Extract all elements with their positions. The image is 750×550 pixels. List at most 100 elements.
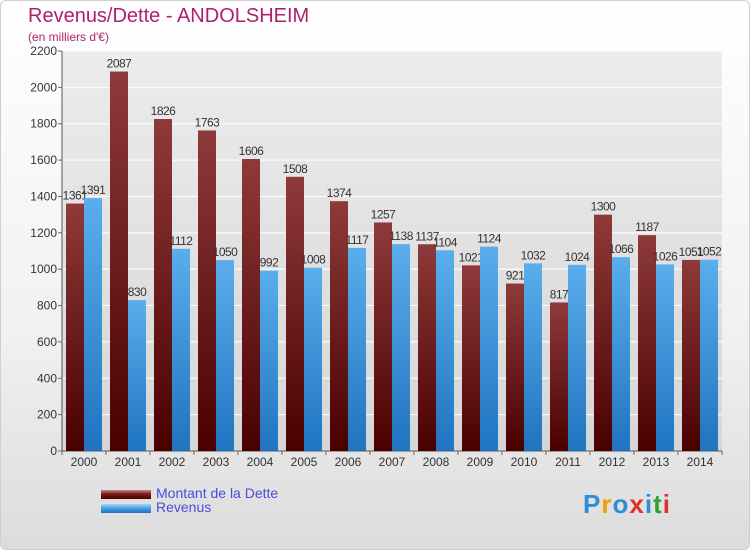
x-tick-label: 2011 (555, 455, 581, 469)
legend-swatch-dette (101, 490, 151, 499)
bar-revenus (84, 198, 102, 451)
bar-revenus (524, 263, 542, 451)
bar-dette (418, 244, 436, 451)
bar-revenus (260, 270, 278, 451)
bar-dette (110, 71, 128, 451)
y-tick-label: 1400 (30, 189, 57, 203)
data-label-dette: 817 (550, 287, 569, 301)
x-tick-label: 2014 (687, 455, 714, 469)
y-tick-label: 600 (37, 335, 57, 349)
data-label-dette: 1763 (195, 115, 221, 129)
data-label-dette: 1361 (63, 189, 89, 203)
data-label-revenus: 1032 (521, 248, 547, 262)
y-tick-label: 400 (37, 371, 57, 385)
data-label-revenus: 1052 (697, 245, 723, 259)
bar-dette (330, 201, 348, 451)
y-tick-label: 800 (37, 299, 57, 313)
x-tick-label: 2000 (71, 455, 98, 469)
x-tick-label: 2013 (643, 455, 670, 469)
data-label-dette: 1374 (327, 186, 353, 200)
x-tick-label: 2002 (159, 455, 186, 469)
data-label-revenus: 1008 (301, 253, 327, 267)
bar-dette (374, 222, 392, 451)
x-tick-label: 2009 (467, 455, 494, 469)
bar-dette (594, 214, 612, 451)
y-tick-label: 1000 (30, 262, 57, 276)
data-label-revenus: 1112 (170, 234, 194, 248)
bar-revenus (348, 247, 366, 451)
chart-title: Revenus/Dette - ANDOLSHEIM (28, 5, 310, 27)
data-label-dette: 1021 (459, 250, 485, 264)
data-label-revenus: 1026 (653, 249, 679, 263)
x-tick-label: 2006 (335, 455, 362, 469)
legend-swatch-revenus (101, 504, 151, 513)
bar-revenus (436, 250, 454, 451)
bar-revenus (392, 244, 410, 451)
bar-dette (66, 203, 84, 451)
chart-subtitle: (en milliers d'€) (28, 30, 109, 44)
logo-letter: t (653, 489, 663, 519)
bar-revenus (656, 264, 674, 451)
bar-dette (242, 159, 260, 451)
data-label-revenus: 1117 (346, 233, 370, 247)
y-tick-label: 200 (37, 408, 57, 422)
y-tick-label: 1800 (30, 117, 57, 131)
data-label-dette: 1606 (239, 144, 265, 158)
logo-letter: P (583, 489, 602, 519)
data-label-revenus: 1050 (213, 245, 239, 259)
data-label-revenus: 1124 (477, 232, 502, 246)
data-label-revenus: 1024 (565, 250, 591, 264)
legend-label-dette: Montant de la Dette (156, 485, 279, 501)
data-label-dette: 1508 (283, 162, 309, 176)
data-label-revenus: 992 (260, 256, 279, 270)
proxiti-logo: Proxiti (583, 489, 671, 520)
data-label-dette: 1137 (415, 229, 440, 243)
bar-revenus (128, 300, 146, 451)
data-label-revenus: 1391 (81, 183, 107, 197)
data-label-dette: 1051 (679, 245, 705, 259)
logo-letter: i (644, 489, 654, 519)
y-tick-label: 0 (50, 444, 57, 458)
data-label-revenus: 830 (128, 285, 147, 299)
data-label-revenus: 1138 (389, 229, 414, 243)
bar-dette (154, 119, 172, 451)
x-tick-label: 2005 (291, 455, 318, 469)
y-tick-label: 2000 (30, 80, 57, 94)
data-label-revenus: 1066 (609, 242, 635, 256)
data-label-dette: 1826 (151, 104, 177, 118)
x-tick-label: 2004 (247, 455, 274, 469)
y-tick-label: 2200 (30, 44, 57, 58)
legend-label-revenus: Revenus (156, 499, 212, 515)
x-tick-label: 2001 (115, 455, 142, 469)
data-label-dette: 2087 (107, 57, 133, 71)
bar-revenus (568, 264, 586, 451)
data-label-revenus: 1104 (433, 235, 458, 249)
bar-dette (198, 130, 216, 452)
bar-dette (462, 265, 480, 451)
data-label-dette: 1187 (635, 220, 660, 234)
bar-dette (286, 176, 304, 451)
bar-dette (638, 235, 656, 451)
logo-letter: r (601, 489, 613, 519)
y-tick-label: 1200 (30, 226, 57, 240)
bar-revenus (700, 259, 718, 451)
y-tick-label: 1600 (30, 153, 57, 167)
x-tick-label: 2007 (379, 455, 406, 469)
bar-dette (682, 259, 700, 451)
bar-revenus (216, 260, 234, 451)
data-label-dette: 1300 (591, 200, 617, 214)
logo-letter: o (612, 489, 630, 519)
bar-dette (506, 283, 524, 451)
data-label-dette: 1257 (371, 207, 397, 221)
bar-revenus (612, 257, 630, 451)
bar-revenus (172, 248, 190, 451)
bar-dette (550, 302, 568, 451)
bar-revenus (480, 246, 498, 451)
x-tick-label: 2003 (203, 455, 230, 469)
logo-letter: i (662, 489, 671, 519)
x-tick-label: 2012 (599, 455, 626, 469)
x-tick-label: 2008 (423, 455, 450, 469)
x-tick-label: 2010 (511, 455, 538, 469)
